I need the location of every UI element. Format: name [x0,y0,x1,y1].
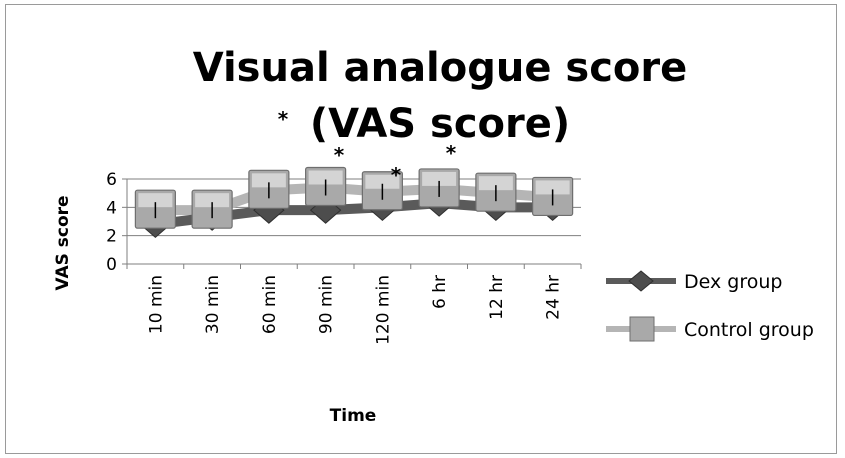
x-axis-title: Time [330,406,377,426]
control-point-highlight [535,180,570,195]
control-point-highlight [195,193,230,208]
x-tick-label: 30 min [203,275,223,334]
y-tick-label: 6 [106,170,117,190]
significance-star: * [391,163,402,187]
control-point-highlight [251,173,286,188]
control-point-highlight [478,176,513,191]
control-point-highlight [138,193,173,208]
x-tick-label: 90 min [317,275,337,334]
control-point-highlight [422,171,457,186]
control-point-highlight [308,170,343,185]
significance-star: * [334,143,345,167]
chart-title: Visual analogue score (VAS score) [192,45,688,147]
x-tick-label: 120 min [373,275,393,345]
x-tick-label: 24 hr [544,275,564,320]
x-tick-label: 60 min [260,275,280,334]
x-tick-label: 10 min [146,275,166,334]
y-axis-title: VAS score [53,195,73,290]
x-tick-label: 12 hr [487,275,507,320]
legend-label-control: Control group [684,319,814,341]
significance-star: * [446,141,457,165]
y-tick-label: 0 [106,255,117,275]
legend-marker-dex [628,270,654,292]
chart-frame [5,4,837,454]
y-tick-label: 2 [106,227,117,247]
y-tick-label: 4 [106,198,117,218]
control-point-highlight [365,174,400,189]
legend-label-dex: Dex group [684,271,782,293]
x-tick-label: 6 hr [430,275,450,309]
significance-star: * [278,107,289,131]
legend-marker-control [629,316,655,342]
